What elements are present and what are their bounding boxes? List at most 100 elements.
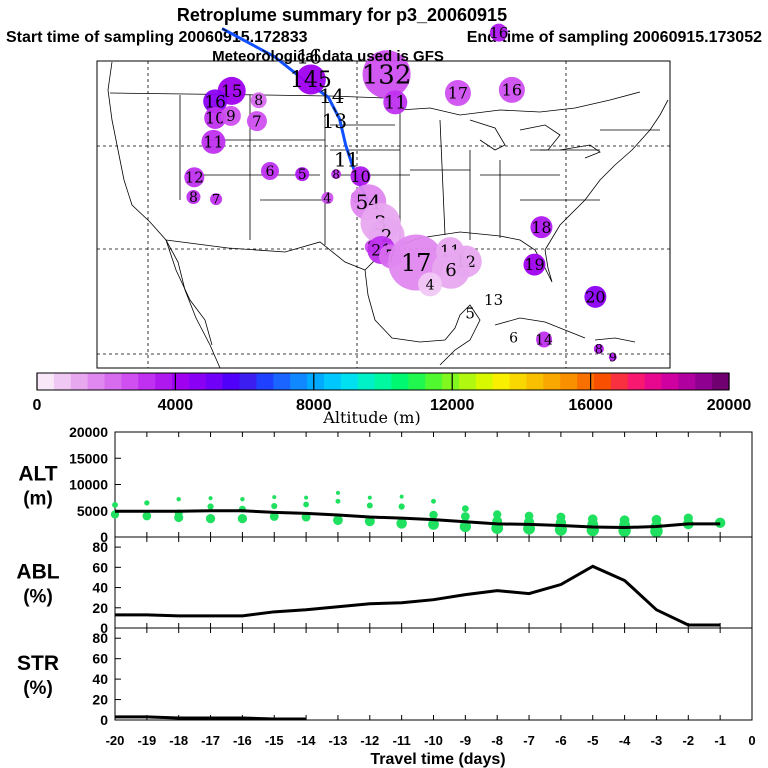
colorbar-cell: [458, 373, 477, 390]
plume-marker: 13: [322, 109, 347, 133]
colorbar-cell: [526, 373, 544, 390]
alt-scatter-point: [428, 519, 439, 530]
panel-abl: 0 20 40 60 80 ABL (%): [16, 536, 753, 636]
baja-california: [165, 239, 213, 346]
plume-circle: [203, 89, 228, 114]
x-tick-label: -12: [360, 733, 379, 748]
plume-marker: 10: [350, 166, 371, 187]
alt-scatter-point: [174, 513, 184, 523]
x-tick-label: -7: [523, 733, 535, 748]
plume-day-label: 16: [204, 92, 226, 112]
colorbar-cell: [374, 373, 393, 390]
alt-scatter-point: [459, 520, 472, 533]
us-mexico-border: [165, 239, 366, 271]
y-tick-label: 0: [100, 712, 108, 728]
plume-circle: [250, 92, 267, 109]
x-tick-label: -3: [651, 733, 663, 748]
x-tick-label: -1: [714, 733, 726, 748]
colorbar-cell: [155, 373, 173, 390]
y-tick-label: 60: [92, 559, 108, 575]
alt-scatter-point: [208, 496, 213, 501]
colorbar-cell: [712, 373, 730, 390]
x-tick-label: 0: [748, 733, 755, 748]
colorbar-cell: [678, 373, 696, 390]
panel-str: 0 20 40 60 80 STR (%): [17, 627, 753, 728]
plume-circle: [246, 111, 267, 132]
colorbar-cell: [323, 373, 342, 390]
colorbar-cell: [121, 373, 139, 390]
plume-circle: [608, 353, 617, 362]
colorbar-ticks: 0 4000 8000 12000 16000 20000: [33, 373, 752, 414]
cuba: [494, 317, 586, 339]
colorbar-cell: [661, 373, 679, 390]
y-tick-label: 10000: [69, 477, 108, 493]
alt-scatter-point: [366, 502, 373, 509]
plume-day-label: 6: [509, 330, 518, 346]
abl-series-line: [115, 564, 721, 627]
plume-circle: [210, 193, 223, 206]
plume-day-label: 18: [531, 218, 551, 237]
plume-marker: 20: [584, 285, 607, 308]
plume-day-label: 5: [298, 167, 307, 183]
plume-marker: 8: [331, 167, 342, 181]
plume-marker: 4: [321, 192, 334, 207]
plume-marker: 9: [608, 350, 617, 364]
plume-circle: [295, 64, 326, 95]
colorbar-cell: [357, 373, 376, 390]
plume-day-label: 4: [323, 192, 331, 207]
alt-scatter-point: [429, 510, 438, 520]
end-time-label: End time of sampling 20060915.173052: [467, 29, 762, 46]
plume-circle: [220, 105, 241, 126]
x-tick-label: -8: [491, 733, 503, 748]
colorbar-cell: [172, 373, 190, 390]
plume-day-label: 5: [465, 305, 475, 323]
x-tick-label: -17: [201, 733, 220, 748]
plume-marker: 19: [523, 253, 546, 276]
colorbar-cell: [138, 373, 156, 390]
alt-scatter-point: [304, 495, 309, 500]
plume-day-label: 9: [609, 350, 617, 364]
x-tick-label: -10: [424, 733, 443, 748]
colorbar-cell: [644, 373, 663, 390]
colorbar-cell: [256, 373, 274, 390]
marker-layer: 1614514131110954328217171112645136141819…: [184, 23, 617, 364]
x-tick-label: -4: [619, 733, 631, 748]
alt-scatter-point: [269, 512, 279, 521]
colorbar-cell: [391, 373, 409, 390]
plume-marker: 132: [362, 50, 411, 99]
colorbar-cell: [104, 373, 122, 390]
plume-marker: 6: [509, 330, 518, 346]
plume-marker: 17: [444, 80, 471, 106]
y-tick-label: 5000: [77, 503, 108, 519]
plume-marker: 18: [530, 216, 553, 239]
plume-day-label: 9: [226, 107, 236, 125]
retroplume-map: 1614514131110954328217171112645136141819…: [96, 23, 671, 369]
mexico-east-coast: [364, 269, 481, 366]
plume-circle: [498, 76, 525, 103]
plume-day-label: 13: [484, 291, 503, 309]
colorbar-cell: [222, 373, 241, 390]
plume-day-label: 12: [185, 168, 204, 186]
plume-day-label: 20: [585, 287, 605, 306]
alt-scatter-point: [271, 502, 278, 510]
colorbar-tick-label: 4000: [158, 397, 194, 414]
plume-circle: [201, 129, 226, 154]
colorbar-cell: [239, 373, 258, 390]
panel-frame: [114, 536, 753, 629]
panel-ylabel: (m): [23, 489, 53, 510]
panel-ylabel: ALT: [18, 463, 57, 486]
alt-scatter-point: [364, 516, 375, 527]
plume-circle: [523, 253, 546, 276]
colorbar-cell: [53, 373, 72, 390]
panel-ylabel: (%): [23, 587, 53, 608]
alt-scatter-point: [237, 513, 248, 524]
plume-circle: [530, 216, 553, 239]
plume-circle: [295, 167, 310, 182]
alt-scatter-point: [461, 505, 469, 513]
plume-marker: 9: [220, 105, 241, 126]
alt-scatter-point: [142, 511, 152, 521]
plume-day-label: 6: [445, 260, 456, 281]
alt-scatter-point: [240, 497, 245, 502]
plume-marker: 5: [295, 167, 310, 183]
colorbar-tick-label: 20000: [707, 397, 752, 414]
